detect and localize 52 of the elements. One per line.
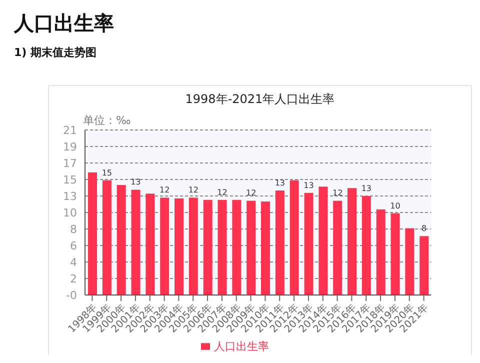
bar — [102, 180, 112, 295]
y-tick-label: 10 — [63, 206, 77, 220]
bar — [203, 200, 212, 295]
y-tick-label: 6 — [70, 239, 77, 252]
data-label: 12 — [332, 188, 343, 198]
bar — [116, 185, 126, 295]
bar — [160, 198, 170, 295]
data-label: 12 — [188, 186, 199, 195]
y-tick-label: 15 — [63, 173, 77, 186]
data-label: 13 — [304, 180, 314, 190]
y-tick-label: 17 — [63, 156, 77, 170]
data-label: 12 — [159, 186, 170, 195]
data-label: 8 — [422, 224, 427, 234]
bar — [333, 200, 342, 295]
data-label: 12 — [246, 188, 256, 198]
bar — [376, 209, 386, 295]
bar — [420, 236, 429, 295]
y-tick-label: 4 — [70, 256, 77, 269]
y-tick-label: 19 — [63, 140, 77, 154]
text: 1) 期末值走势图 — [14, 45, 97, 60]
data-label: 10 — [390, 201, 400, 210]
bar — [131, 190, 140, 295]
bar — [348, 188, 356, 295]
data-label: 12 — [217, 188, 228, 197]
bar — [146, 194, 155, 295]
y-tick-label: 21 — [63, 124, 77, 137]
text: 人口出生率 — [14, 10, 114, 37]
bar — [88, 172, 97, 295]
data-label: 13 — [130, 178, 141, 187]
bar — [246, 200, 256, 295]
y-tick-label: 13 — [63, 190, 77, 203]
bar — [188, 198, 198, 295]
bar — [304, 192, 314, 295]
chart-title: 1998年-2021年人口出生率 — [184, 91, 336, 108]
bar — [232, 200, 242, 295]
bar — [261, 202, 270, 295]
bar — [390, 213, 400, 295]
legend-label: 人口出生率 — [214, 340, 269, 353]
bar — [318, 186, 328, 295]
bar — [405, 228, 414, 295]
bar — [290, 180, 299, 295]
bar — [174, 198, 184, 295]
data-label: 13 — [361, 184, 372, 193]
bar — [218, 200, 227, 295]
y-tick-label: -0 — [66, 288, 77, 302]
bar — [362, 196, 371, 295]
data-label: 13 — [274, 178, 286, 188]
y-tick-label: 8 — [70, 222, 77, 236]
bar — [275, 190, 284, 295]
y-tick-label: 2 — [70, 272, 77, 286]
data-label: 15 — [102, 168, 112, 178]
y-axis-title: 单位：‰ — [83, 113, 131, 128]
